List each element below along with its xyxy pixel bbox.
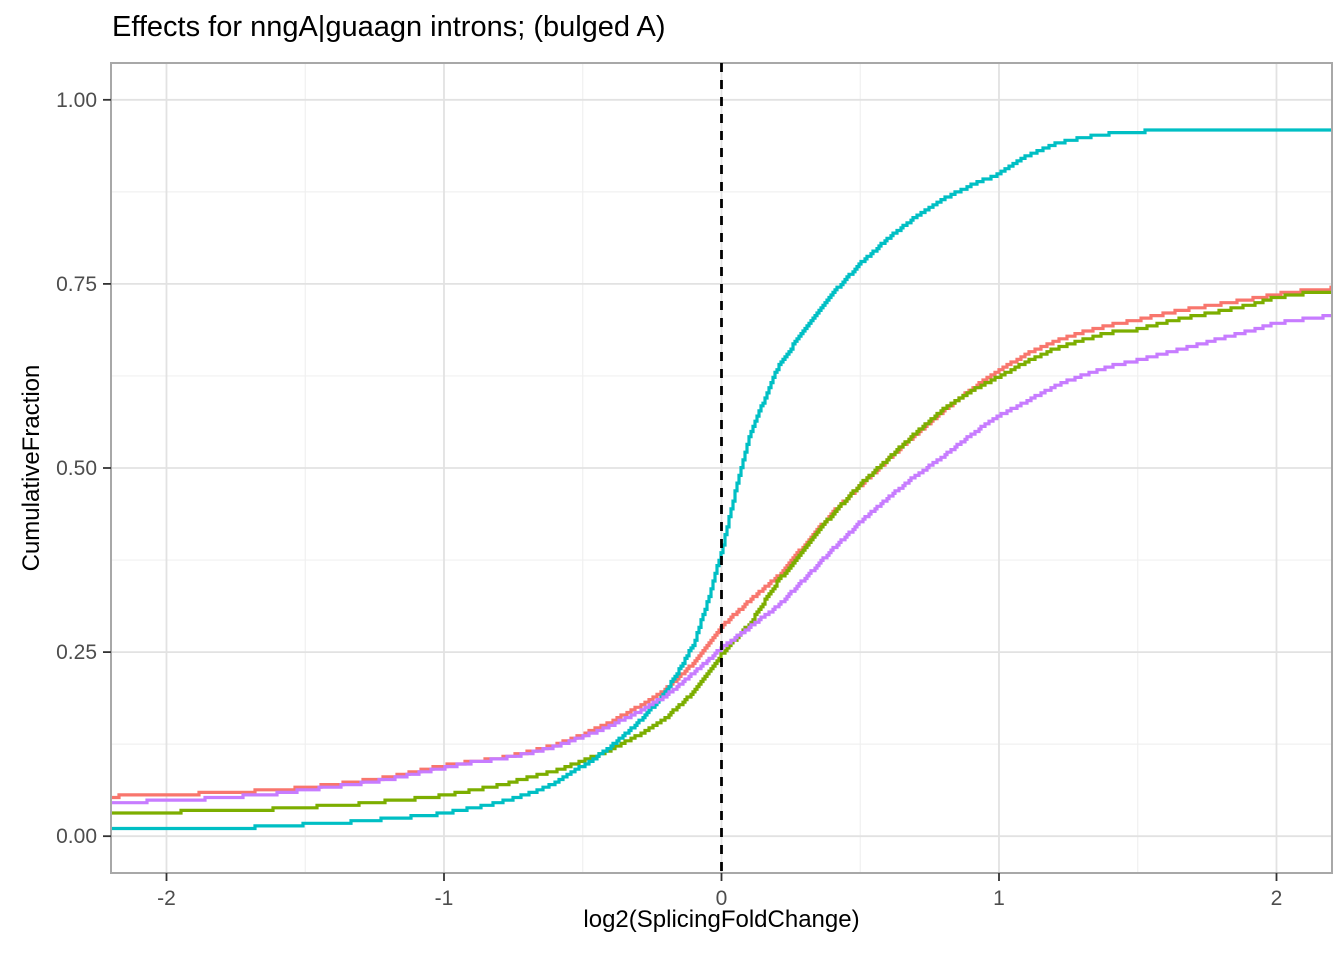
series-line-purple [111, 314, 1332, 805]
x-tick-label: 2 [1271, 887, 1283, 910]
x-tick-label: -2 [157, 887, 176, 910]
y-axis-title: CumulativeFraction [18, 364, 45, 572]
y-tick-label: 1.00 [56, 89, 97, 112]
x-axis-title: log2(SplicingFoldChange) [583, 906, 860, 933]
x-tick-label: 1 [993, 887, 1005, 910]
series-line-teal [111, 128, 1332, 831]
y-tick-label: 0.25 [56, 641, 97, 664]
y-tick-label: 0.75 [56, 273, 97, 296]
x-tick-label: 0 [716, 887, 728, 910]
y-tick-label: 0.00 [56, 825, 97, 848]
x-tick-label: -1 [435, 887, 454, 910]
y-tick-label: 0.50 [56, 457, 97, 480]
series-line-olive [111, 290, 1332, 815]
chart-title: Effects for nngA|guaagn introns; (bulged… [112, 11, 666, 43]
